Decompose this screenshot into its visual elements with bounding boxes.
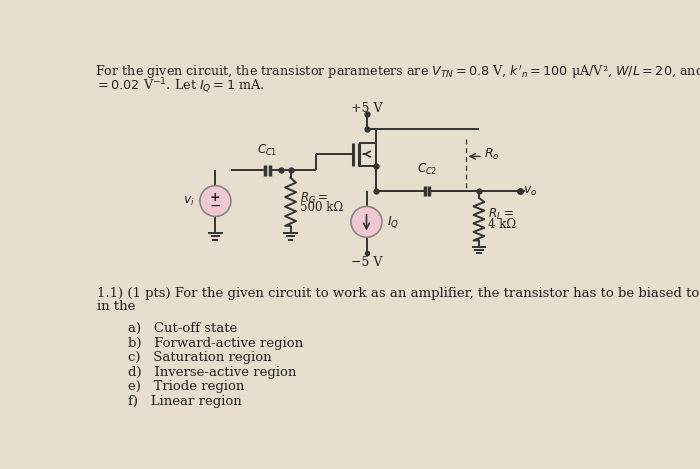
Text: +5 V: +5 V bbox=[351, 103, 382, 115]
Text: $v_i$: $v_i$ bbox=[183, 195, 195, 208]
Text: $I_Q$: $I_Q$ bbox=[386, 214, 399, 230]
Text: e)   Triode region: e) Triode region bbox=[128, 380, 244, 393]
Circle shape bbox=[351, 206, 382, 237]
Text: $R_o$: $R_o$ bbox=[484, 147, 500, 162]
Text: in the: in the bbox=[97, 300, 135, 313]
Text: d)   Inverse-active region: d) Inverse-active region bbox=[128, 366, 296, 379]
Text: $C_{C2}$: $C_{C2}$ bbox=[416, 162, 437, 177]
Text: 500 kΩ: 500 kΩ bbox=[300, 202, 343, 214]
Text: a)   Cut-off state: a) Cut-off state bbox=[128, 322, 237, 335]
Text: $C_{C1}$: $C_{C1}$ bbox=[257, 143, 277, 158]
Text: $R_L=$: $R_L=$ bbox=[488, 207, 514, 222]
Text: $R_G=$: $R_G=$ bbox=[300, 190, 328, 205]
Text: −: − bbox=[209, 199, 221, 212]
Text: For the given circuit, the transistor parameters are $V_{TN}=0.8$ V, $k'_n=100$ : For the given circuit, the transistor pa… bbox=[95, 64, 700, 82]
Circle shape bbox=[200, 186, 231, 216]
Text: f)   Linear region: f) Linear region bbox=[128, 395, 241, 408]
Text: $v_o$: $v_o$ bbox=[523, 184, 538, 197]
Text: $=0.02$ V$^{-1}$. Let $I_Q=1$ mA.: $=0.02$ V$^{-1}$. Let $I_Q=1$ mA. bbox=[95, 76, 265, 96]
Text: 4 kΩ: 4 kΩ bbox=[488, 219, 517, 231]
Text: b)   Forward-active region: b) Forward-active region bbox=[128, 337, 303, 349]
Text: −5 V: −5 V bbox=[351, 257, 382, 270]
Text: 1.1) (1 pts) For the given circuit to work as an amplifier, the transistor has t: 1.1) (1 pts) For the given circuit to wo… bbox=[97, 287, 700, 300]
Text: c)   Saturation region: c) Saturation region bbox=[128, 351, 272, 364]
Text: +: + bbox=[210, 191, 220, 204]
